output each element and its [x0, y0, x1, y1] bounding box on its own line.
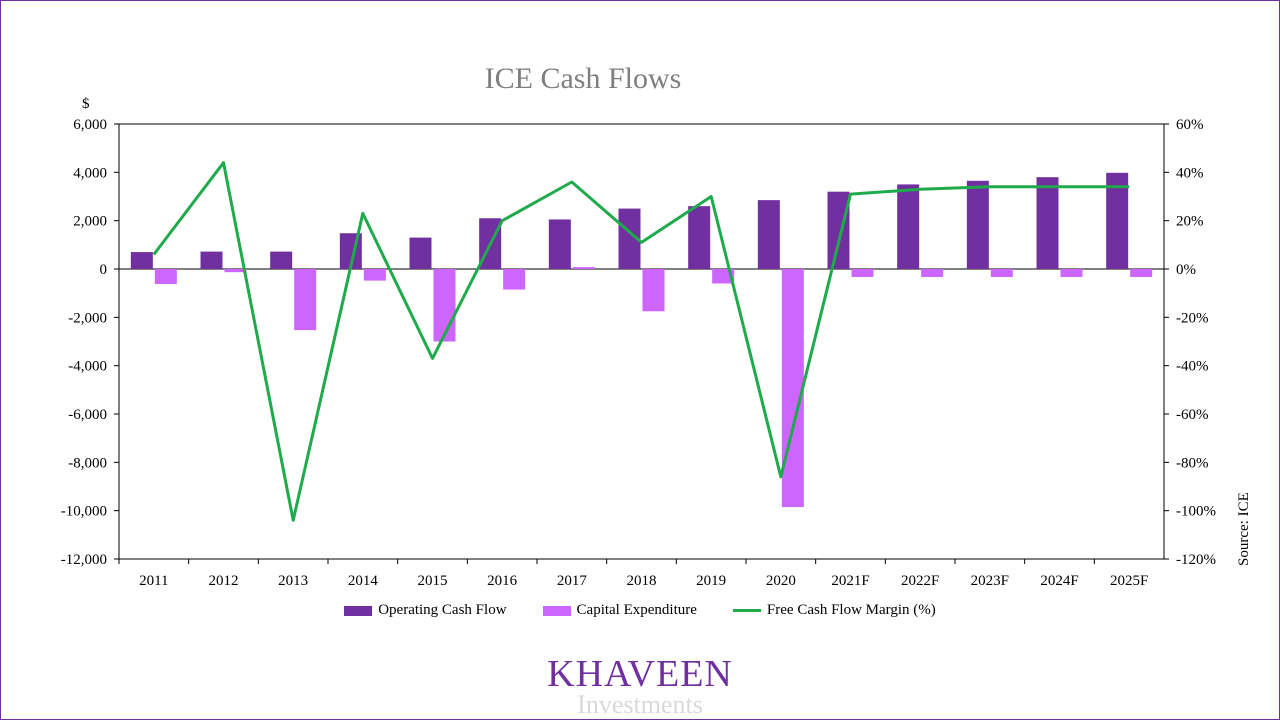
legend-item-fcf-margin: Free Cash Flow Margin (%)	[732, 602, 936, 619]
bar-capital-expenditure	[433, 269, 456, 342]
y-right-tick-label: -40%	[1176, 359, 1209, 375]
bar-operating-cash-flow	[548, 219, 571, 269]
x-tick-label: 2014	[348, 573, 379, 589]
source-note: Source: ICE	[1236, 492, 1252, 566]
y-left-tick-label: -10,000	[61, 504, 107, 520]
y-right-tick-label: 0%	[1176, 262, 1196, 278]
bar-operating-cash-flow	[688, 206, 711, 269]
x-tick-label: 2015	[418, 573, 448, 589]
x-tick-label: 2017	[557, 573, 588, 589]
legend-label-fcf-margin: Free Cash Flow Margin (%)	[766, 602, 936, 618]
y-left-tick-label: -2,000	[68, 310, 107, 326]
chart-title: ICE Cash Flows	[484, 62, 682, 95]
legend-swatch-fcf-margin	[732, 609, 761, 612]
x-tick-label: 2025F	[1110, 573, 1148, 589]
legend-swatch-operating-cash-flow	[344, 605, 373, 616]
bar-capital-expenditure	[154, 269, 177, 284]
brand-logo-subtitle: Investments	[577, 690, 703, 719]
x-tick-label: 2021F	[831, 573, 869, 589]
y-right-tick-label: 40%	[1176, 165, 1204, 181]
y-right-tick-label: -120%	[1176, 552, 1216, 568]
y-axis-unit-label: $	[82, 96, 90, 112]
bar-operating-cash-flow	[409, 237, 432, 269]
chart-area: $ 6,000 4,000 2,000 0 -2,000 -4,000 -6,000 -8,0…	[61, 96, 1216, 589]
x-tick-label: 2016	[487, 573, 518, 589]
y-left-tick-label: -12,000	[61, 552, 107, 568]
bar-operating-cash-flow	[966, 180, 989, 269]
bar-operating-cash-flow	[200, 251, 223, 269]
bar-capital-expenditure	[1060, 269, 1083, 277]
bar-capital-expenditure	[572, 267, 595, 269]
y-right-tick-label: -80%	[1176, 455, 1209, 471]
bar-capital-expenditure	[294, 269, 317, 331]
y-left-tick-label: 2,000	[73, 214, 107, 230]
bar-operating-cash-flow	[1106, 172, 1129, 269]
y-right-tick-label: 20%	[1176, 214, 1204, 230]
y-left-tick-label: 0	[100, 262, 108, 278]
y-left-tick-label: -8,000	[68, 455, 107, 471]
legend-swatch-capital-expenditure	[542, 605, 571, 616]
plot-border	[118, 123, 1165, 560]
legend-item-capital-expenditure: Capital Expenditure	[542, 602, 697, 619]
x-tick-label: 2013	[278, 573, 308, 589]
bar-operating-cash-flow	[827, 191, 850, 269]
legend-label-operating-cash-flow: Operating Cash Flow	[378, 602, 507, 618]
bar-capital-expenditure	[503, 269, 526, 290]
x-tick-label: 2018	[627, 573, 657, 589]
x-tick-label: 2023F	[971, 573, 1009, 589]
y-left-tick-label: -6,000	[68, 407, 107, 423]
line-free-cash-flow-margin	[152, 161, 1130, 522]
bar-capital-expenditure	[642, 269, 665, 312]
bar-capital-expenditure	[224, 269, 247, 273]
bar-operating-cash-flow	[270, 251, 293, 269]
y-right-tick-label: -60%	[1176, 407, 1209, 423]
y-left-tick-label: -4,000	[68, 359, 107, 375]
bar-operating-cash-flow	[618, 208, 641, 269]
bar-operating-cash-flow	[897, 184, 920, 269]
y-left-tick-label: 6,000	[73, 117, 107, 133]
brand-logo: KHAVEEN	[547, 653, 733, 695]
x-tick-label: 2020	[766, 573, 796, 589]
x-tick-label: 2012	[209, 573, 239, 589]
bar-operating-cash-flow	[130, 252, 153, 269]
bar-capital-expenditure	[851, 269, 874, 277]
chart-legend: Operating Cash Flow Capital Expenditure …	[0, 602, 1280, 619]
bar-capital-expenditure	[363, 269, 386, 281]
x-tick-label: 2024F	[1040, 573, 1078, 589]
legend-label-capital-expenditure: Capital Expenditure	[576, 602, 697, 618]
x-tick-label: 2019	[696, 573, 726, 589]
bar-capital-expenditure	[990, 269, 1013, 277]
bar-capital-expenditure	[921, 269, 944, 277]
y-right-tick-label: -20%	[1176, 310, 1209, 326]
y-right-tick-label: -100%	[1176, 504, 1216, 520]
bar-capital-expenditure	[1130, 269, 1153, 277]
bar-operating-cash-flow	[757, 200, 780, 269]
bar-capital-expenditure	[781, 269, 804, 508]
legend-item-operating-cash-flow: Operating Cash Flow	[344, 602, 507, 619]
x-tick-label: 2011	[139, 573, 168, 589]
x-tick-label: 2022F	[901, 573, 939, 589]
y-right-tick-label: 60%	[1176, 117, 1204, 133]
bar-operating-cash-flow	[1036, 177, 1059, 269]
y-left-tick-label: 4,000	[73, 165, 107, 181]
